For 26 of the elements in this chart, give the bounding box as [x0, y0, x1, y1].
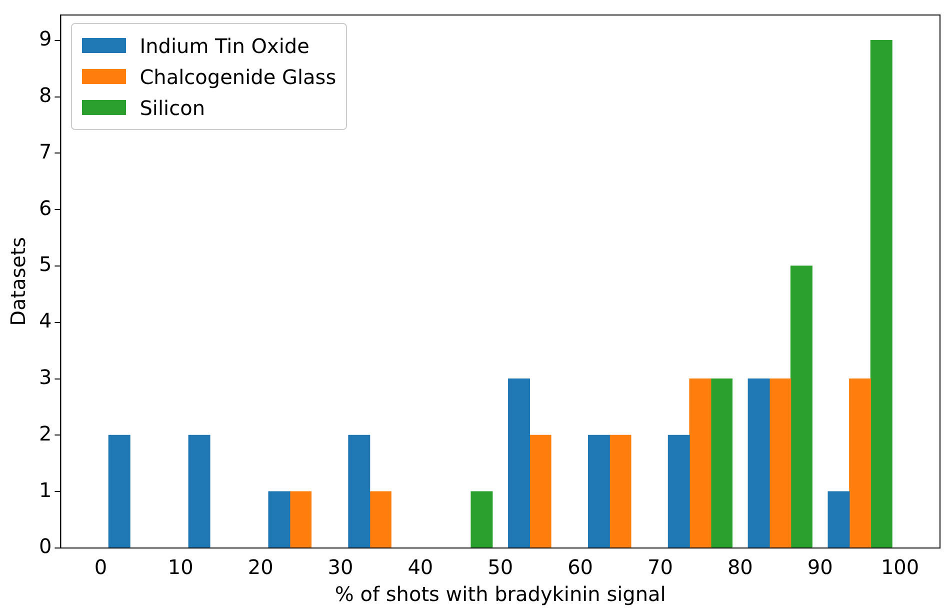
x-tick-label: 20: [248, 555, 274, 580]
x-tick-label: 100: [880, 555, 920, 580]
y-tick-label: 9: [38, 26, 52, 51]
y-tick-label: 6: [38, 196, 52, 220]
x-tick-label: 30: [328, 555, 354, 580]
y-tick-label: 4: [38, 308, 52, 333]
x-tick-label: 0: [94, 555, 108, 580]
y-axis-title: Datasets: [6, 237, 30, 326]
legend-label: Indium Tin Oxide: [140, 34, 310, 58]
x-tick-label: 80: [727, 555, 753, 580]
x-tick-label: 40: [408, 555, 434, 580]
y-tick-label: 2: [38, 421, 52, 446]
x-tick-label: 90: [807, 555, 833, 580]
x-tick-label: 10: [168, 555, 194, 580]
y-tick-label: 8: [38, 82, 52, 107]
x-tick-label: 50: [488, 555, 514, 580]
legend-label: Silicon: [140, 96, 205, 120]
y-tick-label: 7: [38, 139, 52, 164]
x-tick-label: 70: [648, 555, 673, 580]
y-tick-label: 5: [38, 252, 52, 276]
y-tick-label: 0: [38, 534, 52, 558]
y-tick-label: 3: [38, 364, 52, 389]
legend-label: Chalcogenide Glass: [140, 64, 336, 88]
x-tick-label: 60: [568, 555, 594, 580]
x-axis-title: % of shots with bradykinin signal: [334, 582, 666, 606]
y-tick-label: 1: [38, 478, 52, 502]
